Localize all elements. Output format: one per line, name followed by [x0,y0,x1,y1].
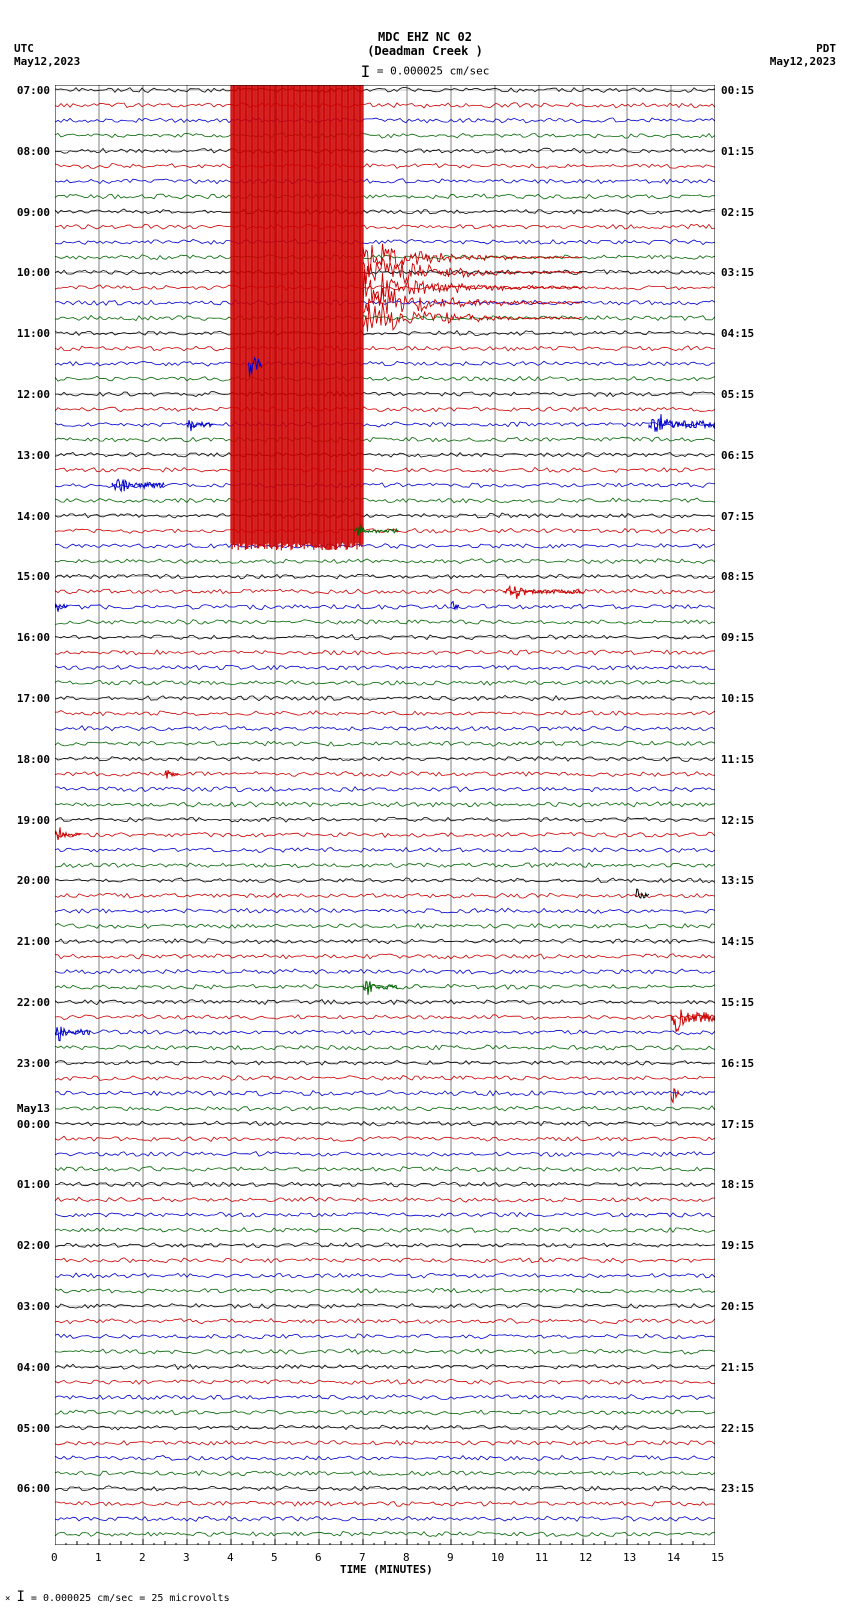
left-time-label: 18:00 [10,753,50,766]
left-time-label: 13:00 [10,449,50,462]
right-time-label: 22:15 [721,1422,754,1435]
x-tick-label: 13 [623,1551,636,1564]
left-time-label: 09:00 [10,206,50,219]
left-time-label: 12:00 [10,388,50,401]
left-day-label: May13 [10,1102,50,1115]
header: MDC EHZ NC 02 (Deadman Creek ) I = 0.000… [0,0,850,81]
footer-text: = 0.000025 cm/sec = 25 microvolts [31,1593,230,1604]
left-time-label: 22:00 [10,996,50,1009]
seismogram-container: UTC May12,2023 PDT May12,2023 MDC EHZ NC… [0,0,850,1613]
right-time-label: 11:15 [721,753,754,766]
left-time-label: 11:00 [10,327,50,340]
footer-scale: × I = 0.000025 cm/sec = 25 microvolts [5,1589,230,1605]
right-time-label: 20:15 [721,1300,754,1313]
x-tick-label: 6 [315,1551,322,1564]
x-tick-label: 9 [447,1551,454,1564]
left-time-label: 03:00 [10,1300,50,1313]
left-time-label: 00:00 [10,1118,50,1131]
right-time-label: 21:15 [721,1361,754,1374]
left-time-label: 05:00 [10,1422,50,1435]
left-time-label: 08:00 [10,145,50,158]
left-time-label: 19:00 [10,814,50,827]
date-left-label: May12,2023 [14,55,80,68]
right-time-label: 08:15 [721,570,754,583]
right-time-label: 10:15 [721,692,754,705]
x-tick-label: 14 [667,1551,680,1564]
left-time-label: 02:00 [10,1239,50,1252]
right-time-label: 01:15 [721,145,754,158]
left-time-label: 04:00 [10,1361,50,1374]
right-time-label: 00:15 [721,84,754,97]
x-tick-label: 3 [183,1551,190,1564]
right-time-label: 15:15 [721,996,754,1009]
x-axis-title: TIME (MINUTES) [340,1563,433,1576]
left-time-label: 17:00 [10,692,50,705]
right-time-label: 23:15 [721,1482,754,1495]
left-time-label: 07:00 [10,84,50,97]
station-title: MDC EHZ NC 02 [0,30,850,44]
right-time-label: 14:15 [721,935,754,948]
left-time-label: 16:00 [10,631,50,644]
left-time-label: 20:00 [10,874,50,887]
right-time-label: 16:15 [721,1057,754,1070]
right-time-label: 12:15 [721,814,754,827]
seismogram-plot [55,85,715,1545]
right-time-label: 05:15 [721,388,754,401]
location-title: (Deadman Creek ) [0,44,850,58]
scale-indicator: I = 0.000025 cm/sec [0,62,850,81]
scale-text: = 0.000025 cm/sec [377,65,490,78]
x-tick-label: 0 [51,1551,58,1564]
date-right-label: May12,2023 [770,55,836,68]
x-tick-label: 5 [271,1551,278,1564]
right-time-label: 04:15 [721,327,754,340]
right-time-label: 09:15 [721,631,754,644]
right-time-label: 02:15 [721,206,754,219]
left-time-label: 21:00 [10,935,50,948]
x-tick-label: 11 [535,1551,548,1564]
left-time-label: 01:00 [10,1178,50,1191]
right-time-label: 03:15 [721,266,754,279]
x-tick-label: 10 [491,1551,504,1564]
left-time-label: 15:00 [10,570,50,583]
left-time-label: 06:00 [10,1482,50,1495]
x-tick-label: 12 [579,1551,592,1564]
x-tick-label: 15 [711,1551,724,1564]
traces [55,88,715,1537]
tz-right-label: PDT [816,42,836,55]
left-time-label: 14:00 [10,510,50,523]
left-time-label: 10:00 [10,266,50,279]
right-time-label: 17:15 [721,1118,754,1131]
right-time-label: 06:15 [721,449,754,462]
right-time-label: 13:15 [721,874,754,887]
x-tick-label: 2 [139,1551,146,1564]
right-time-label: 07:15 [721,510,754,523]
x-tick-label: 4 [227,1551,234,1564]
left-time-label: 23:00 [10,1057,50,1070]
x-tick-label: 1 [95,1551,102,1564]
right-time-label: 18:15 [721,1178,754,1191]
right-time-label: 19:15 [721,1239,754,1252]
tz-left-label: UTC [14,42,34,55]
